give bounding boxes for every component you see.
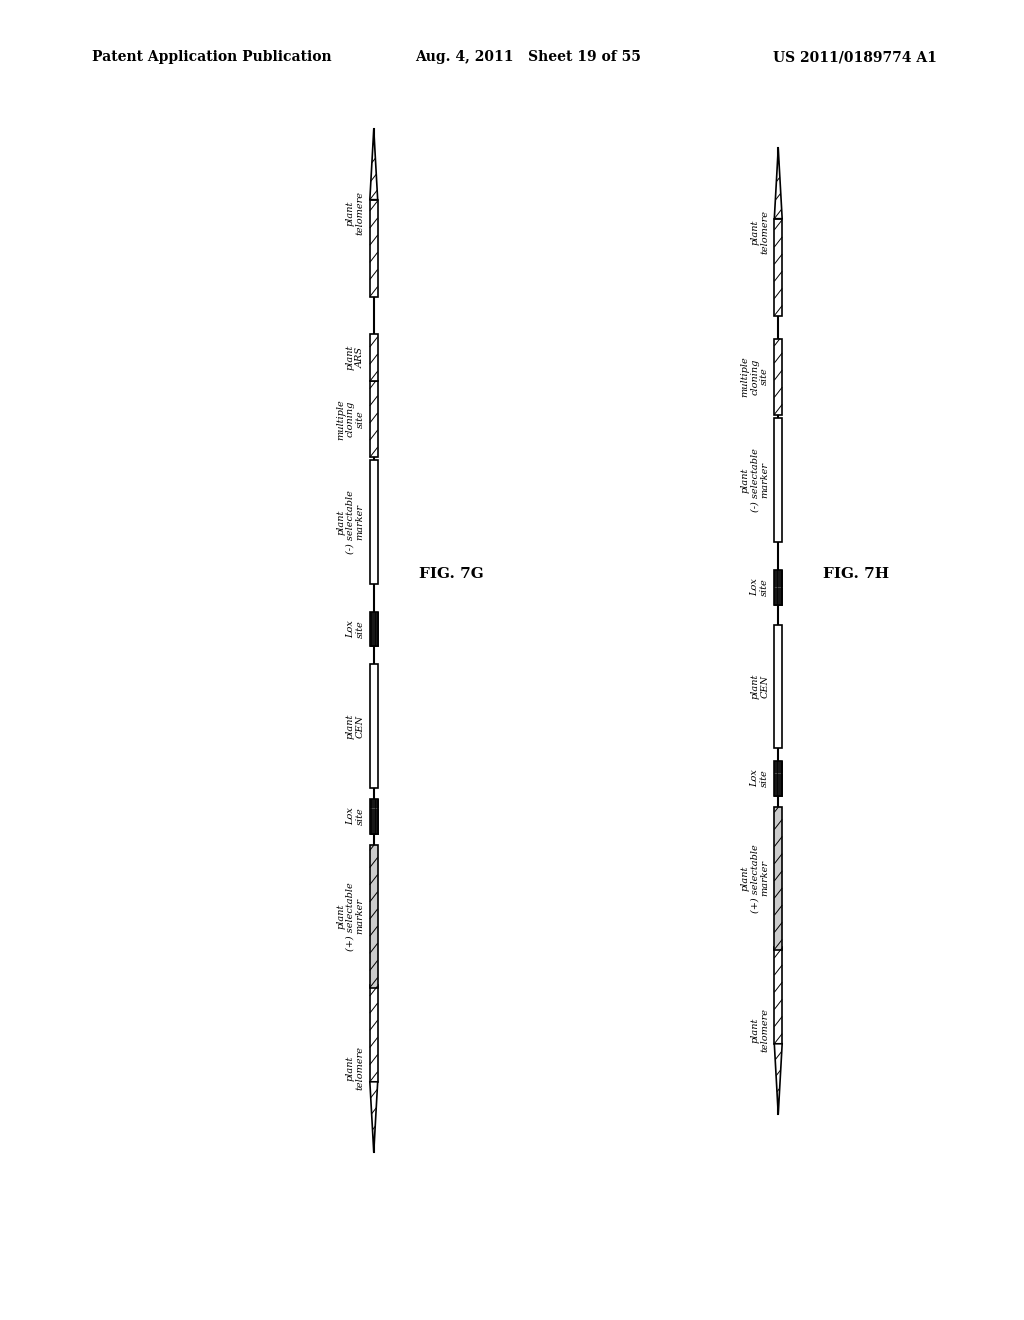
Text: Aug. 4, 2011   Sheet 19 of 55: Aug. 4, 2011 Sheet 19 of 55 xyxy=(415,50,641,65)
Text: plant
(+) selectable
marker: plant (+) selectable marker xyxy=(740,843,769,912)
Bar xyxy=(370,800,378,834)
Text: multiple
cloning
site: multiple cloning site xyxy=(740,356,769,397)
Text: plant
telomere: plant telomere xyxy=(751,210,769,253)
Polygon shape xyxy=(774,1044,782,1114)
Bar xyxy=(774,570,782,605)
Bar xyxy=(370,985,378,1082)
Text: plant
CEN: plant CEN xyxy=(346,714,365,739)
Text: plant
telomere: plant telomere xyxy=(346,191,365,235)
Bar xyxy=(370,334,378,381)
Text: US 2011/0189774 A1: US 2011/0189774 A1 xyxy=(773,50,937,65)
Text: Patent Application Publication: Patent Application Publication xyxy=(92,50,332,65)
Bar xyxy=(774,946,782,1044)
Text: plant
(+) selectable
marker: plant (+) selectable marker xyxy=(336,882,365,950)
Text: FIG. 7G: FIG. 7G xyxy=(419,568,483,581)
Bar xyxy=(370,381,378,457)
Bar xyxy=(370,845,378,987)
Bar xyxy=(774,418,782,543)
Text: plant
telomere: plant telomere xyxy=(751,1008,769,1052)
Text: plant
telomere: plant telomere xyxy=(346,1047,365,1090)
Bar xyxy=(370,199,378,297)
Polygon shape xyxy=(370,1082,378,1152)
Polygon shape xyxy=(370,129,378,199)
Text: Lox
site: Lox site xyxy=(346,808,365,825)
Text: plant
(-) selectable
marker: plant (-) selectable marker xyxy=(740,449,769,512)
Text: plant
CEN: plant CEN xyxy=(751,673,769,700)
Bar xyxy=(370,664,378,788)
Text: Lox
site: Lox site xyxy=(751,578,769,597)
Bar xyxy=(774,219,782,315)
Bar xyxy=(370,461,378,583)
Bar xyxy=(774,762,782,796)
Text: Lox
site: Lox site xyxy=(751,770,769,788)
Bar xyxy=(774,624,782,748)
Bar xyxy=(774,807,782,949)
Polygon shape xyxy=(774,148,782,219)
Text: FIG. 7H: FIG. 7H xyxy=(823,568,889,581)
Bar xyxy=(774,338,782,414)
Text: multiple
cloning
site: multiple cloning site xyxy=(336,399,365,440)
Text: Lox
site: Lox site xyxy=(346,620,365,639)
Text: plant
ARS: plant ARS xyxy=(346,345,365,370)
Text: plant
(-) selectable
marker: plant (-) selectable marker xyxy=(336,490,365,554)
Bar xyxy=(370,612,378,647)
